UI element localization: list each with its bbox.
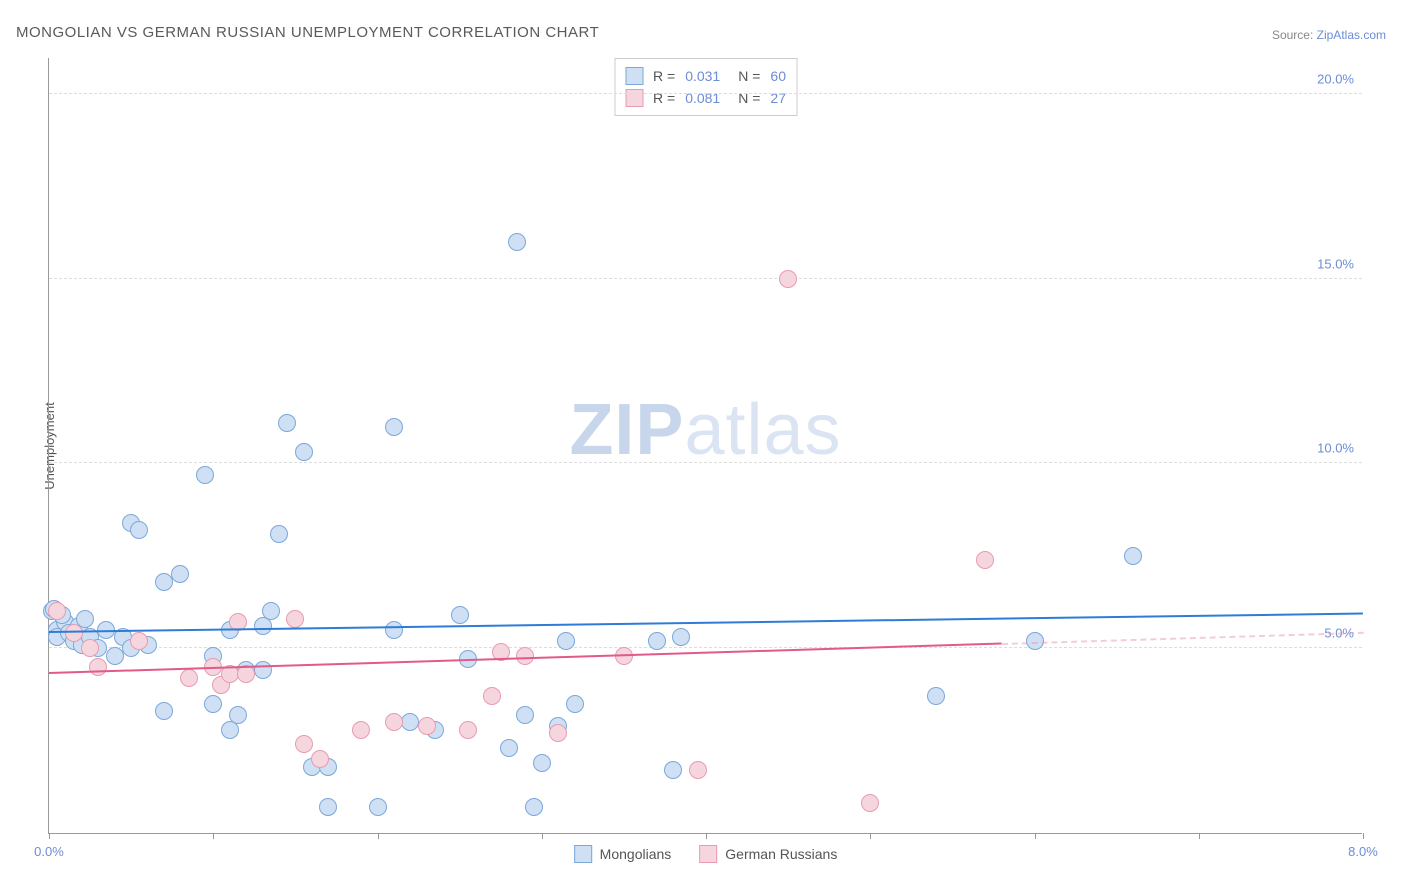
- gridline: [49, 462, 1362, 463]
- legend-row: R = 0.031 N = 60: [625, 65, 786, 87]
- legend-row: R =0.081N =27: [625, 87, 786, 109]
- legend-swatch: [574, 845, 592, 863]
- trend-line-extrapolated: [1002, 631, 1363, 644]
- legend-swatch: [625, 89, 643, 107]
- data-point: [664, 761, 682, 779]
- data-point: [171, 565, 189, 583]
- data-point: [254, 661, 272, 679]
- data-point: [500, 739, 518, 757]
- series-name: Mongolians: [600, 846, 672, 862]
- data-point: [451, 606, 469, 624]
- data-point: [196, 466, 214, 484]
- y-tick-label: 10.0%: [1317, 441, 1354, 456]
- y-tick-label: 15.0%: [1317, 256, 1354, 271]
- data-point: [180, 669, 198, 687]
- data-point: [278, 414, 296, 432]
- x-tick-label: 0.0%: [34, 844, 64, 859]
- data-point: [976, 551, 994, 569]
- gridline: [49, 647, 1362, 648]
- chart-title: MONGOLIAN VS GERMAN RUSSIAN UNEMPLOYMENT…: [16, 24, 599, 41]
- data-point: [369, 798, 387, 816]
- data-point: [1124, 547, 1142, 565]
- source-link[interactable]: ZipAtlas.com: [1317, 28, 1386, 42]
- data-point: [927, 687, 945, 705]
- legend-r-label: R =: [653, 68, 675, 84]
- series-legend: Mongolians German Russians: [574, 845, 838, 863]
- data-point: [130, 521, 148, 539]
- data-point: [533, 754, 551, 772]
- data-point: [779, 270, 797, 288]
- series-name: German Russians: [725, 846, 837, 862]
- data-point: [566, 695, 584, 713]
- correlation-legend: R = 0.031 N = 60 R =0.081N =27: [614, 58, 797, 116]
- data-point: [689, 761, 707, 779]
- data-point: [295, 735, 313, 753]
- data-point: [401, 713, 419, 731]
- watermark: ZIPatlas: [569, 389, 841, 471]
- data-point: [81, 639, 99, 657]
- data-point: [525, 798, 543, 816]
- data-point: [672, 628, 690, 646]
- gridline: [49, 93, 1362, 94]
- data-point: [516, 706, 534, 724]
- legend-r-value: 0.031: [685, 68, 720, 84]
- data-point: [483, 687, 501, 705]
- data-point: [286, 610, 304, 628]
- x-tick: [706, 833, 707, 839]
- data-point: [204, 695, 222, 713]
- data-point: [385, 621, 403, 639]
- source-credit: Source: ZipAtlas.com: [1272, 28, 1386, 42]
- legend-n-label: N =: [738, 68, 760, 84]
- data-point: [311, 750, 329, 768]
- x-tick: [1199, 833, 1200, 839]
- data-point: [155, 702, 173, 720]
- data-point: [130, 632, 148, 650]
- x-tick-label: 8.0%: [1348, 844, 1378, 859]
- source-label: Source:: [1272, 28, 1313, 42]
- data-point: [549, 724, 567, 742]
- data-point: [385, 713, 403, 731]
- legend-swatch: [699, 845, 717, 863]
- x-tick: [542, 833, 543, 839]
- gridline: [49, 278, 1362, 279]
- data-point: [155, 573, 173, 591]
- x-tick: [1363, 833, 1364, 839]
- data-point: [48, 602, 66, 620]
- data-point: [385, 418, 403, 436]
- data-point: [459, 721, 477, 739]
- data-point: [418, 717, 436, 735]
- data-point: [861, 794, 879, 812]
- scatter-plot-area: ZIPatlas R =0.031N =60R =0.081N =27 Mong…: [48, 58, 1362, 834]
- data-point: [89, 658, 107, 676]
- data-point: [557, 632, 575, 650]
- data-point: [516, 647, 534, 665]
- data-point: [508, 233, 526, 251]
- y-tick-label: 20.0%: [1317, 71, 1354, 86]
- data-point: [229, 706, 247, 724]
- data-point: [295, 443, 313, 461]
- data-point: [352, 721, 370, 739]
- data-point: [65, 624, 83, 642]
- data-point: [106, 647, 124, 665]
- series-legend-item: German Russians: [699, 845, 837, 863]
- legend-swatch: [625, 67, 643, 85]
- data-point: [270, 525, 288, 543]
- data-point: [76, 610, 94, 628]
- data-point: [319, 798, 337, 816]
- x-tick: [49, 833, 50, 839]
- x-tick: [378, 833, 379, 839]
- series-legend-item: Mongolians: [574, 845, 672, 863]
- data-point: [262, 602, 280, 620]
- data-point: [648, 632, 666, 650]
- x-tick: [870, 833, 871, 839]
- x-tick: [213, 833, 214, 839]
- x-tick: [1035, 833, 1036, 839]
- legend-n-value: 60: [770, 68, 786, 84]
